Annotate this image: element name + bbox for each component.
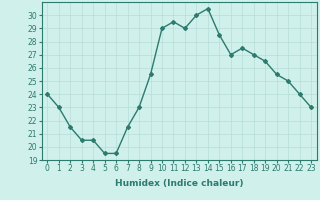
X-axis label: Humidex (Indice chaleur): Humidex (Indice chaleur)	[115, 179, 244, 188]
